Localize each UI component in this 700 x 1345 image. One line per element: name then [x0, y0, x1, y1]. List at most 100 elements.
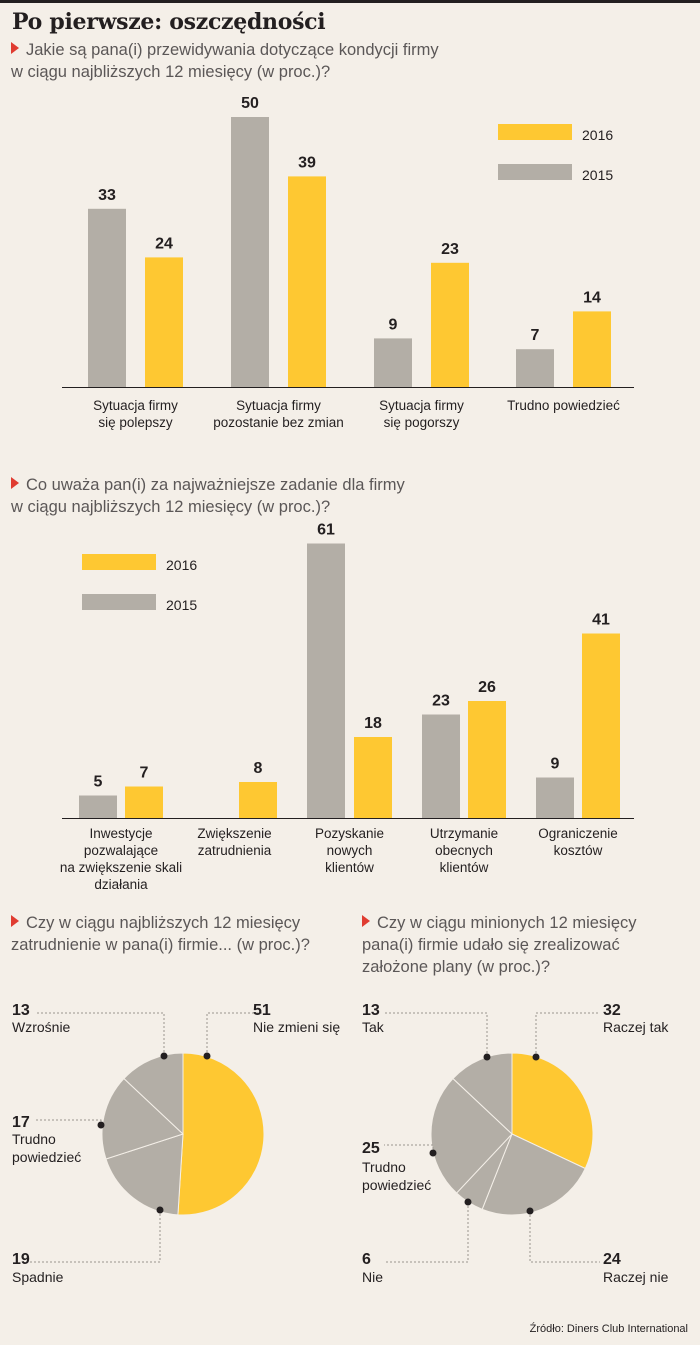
category-label: nowych: [327, 843, 373, 858]
slice-label: Trudno: [12, 1131, 56, 1147]
category-label: się pogorszy: [384, 415, 460, 430]
leader-line: [30, 1210, 161, 1263]
triangle-marker-icon: [11, 915, 19, 927]
data-label-2016: 26: [478, 679, 496, 696]
slice-label: Trudno: [362, 1159, 406, 1175]
data-label-2016: 24: [155, 235, 173, 252]
slice-label: Wzrośnie: [12, 1019, 71, 1035]
slice-label: powiedzieć: [12, 1149, 81, 1165]
category-label: Sytuacja firmy: [379, 398, 464, 413]
data-label-2016: 7: [140, 765, 149, 782]
bar-2015: [88, 208, 126, 387]
slice-label: Spadnie: [12, 1269, 64, 1285]
question-4-line-1: Czy w ciągu minionych 12 miesięcy: [377, 914, 637, 932]
category-label: obecnych: [435, 843, 493, 858]
leader-line: [384, 1012, 488, 1057]
data-label-2016: 14: [583, 289, 601, 306]
legend-swatch-2015: [82, 594, 156, 610]
triangle-marker-icon: [11, 477, 19, 489]
category-label: pozostanie bez zmian: [213, 415, 344, 430]
category-label: działania: [94, 877, 148, 892]
slice-label: Raczej tak: [603, 1019, 669, 1035]
pie-slice: [430, 1077, 513, 1194]
bar-2016: [582, 633, 620, 818]
top-rule: [0, 0, 700, 3]
data-label-2015: 23: [432, 693, 450, 710]
bar-2015: [231, 117, 269, 387]
pie-slice: [452, 1052, 513, 1136]
pie-slice: [481, 1133, 586, 1216]
leader-dot: [429, 1149, 437, 1157]
pie-slice: [123, 1052, 184, 1136]
bar-2016: [288, 176, 326, 387]
data-label-2016: 39: [298, 154, 316, 171]
leader-dot: [97, 1121, 105, 1129]
leader-dot: [203, 1052, 211, 1060]
leader-line: [384, 1202, 469, 1263]
data-label-2016: 18: [364, 715, 382, 732]
data-label-2015: 61: [317, 522, 335, 539]
pie-slice: [101, 1077, 184, 1160]
question-3-line-1: Czy w ciągu najbliższych 12 miesięcy: [26, 914, 301, 932]
question-1-line-2: w ciągu najbliższych 12 miesięcy (w proc…: [11, 63, 331, 81]
legend-swatch-2015: [498, 164, 572, 180]
category-label: Zwiększenie: [197, 826, 271, 841]
question-4: Czy w ciągu minionych 12 miesięcy pana(i…: [362, 912, 637, 978]
slice-value: 13: [362, 1002, 380, 1019]
data-label-2016: 8: [254, 760, 263, 777]
slice-value: 17: [12, 1114, 30, 1131]
slice-value: 51: [253, 1002, 271, 1019]
question-3: Czy w ciągu najbliższych 12 miesięcy zat…: [11, 912, 310, 956]
bar-2015: [536, 777, 574, 818]
slice-label: Raczej nie: [603, 1269, 669, 1285]
pie-slice: [177, 1052, 265, 1216]
bar-2015: [516, 349, 554, 387]
slice-value: 19: [12, 1251, 30, 1268]
category-label: Trudno powiedzieć: [507, 398, 620, 413]
category-label: Sytuacja firmy: [236, 398, 321, 413]
category-label: Inwestycje: [89, 826, 152, 841]
slice-value: 6: [362, 1251, 371, 1268]
category-label: zatrudnienia: [198, 843, 272, 858]
data-label-2015: 7: [531, 327, 540, 344]
bar-2015: [307, 543, 345, 818]
question-1-line-1: Jakie są pana(i) przewidywania dotyczące…: [26, 41, 439, 59]
question-4-line-2: pana(i) firmie udało się zrealizować: [362, 936, 620, 954]
question-2: Co uważa pan(i) za najważniejsze zadanie…: [11, 474, 405, 518]
data-label-2015: 9: [551, 756, 560, 773]
data-label-2015: 50: [241, 95, 259, 112]
slice-label: powiedzieć: [362, 1177, 431, 1193]
legend-label-2016: 2016: [166, 557, 197, 573]
leader-line: [36, 1012, 165, 1056]
bar-2016: [239, 782, 277, 818]
leader-line: [535, 1012, 600, 1057]
leader-line: [529, 1211, 600, 1263]
bar-2015: [422, 714, 460, 818]
category-label: Sytuacja firmy: [93, 398, 178, 413]
category-label: pozwalające: [84, 843, 158, 858]
category-label: się polepszy: [98, 415, 173, 430]
slice-value: 13: [12, 1002, 30, 1019]
slice-label: Nie zmieni się: [253, 1019, 340, 1035]
page-title: Po pierwsze: oszczędności: [12, 9, 326, 35]
bar-2016: [125, 786, 163, 818]
bar-2015: [79, 795, 117, 818]
data-label-2016: 41: [592, 612, 610, 629]
leader-dot: [483, 1053, 491, 1061]
category-label: Utrzymanie: [430, 826, 498, 841]
legend-label-2015: 2015: [166, 597, 197, 613]
slice-label: Nie: [362, 1269, 383, 1285]
category-label: kosztów: [554, 843, 603, 858]
slice-value: 32: [603, 1002, 621, 1019]
category-label: Ograniczenie: [538, 826, 618, 841]
leader-dot: [464, 1198, 472, 1206]
category-label: klientów: [440, 860, 489, 875]
legend-swatch-2016: [498, 124, 572, 140]
source-note: Źródło: Diners Club International: [529, 1323, 688, 1335]
legend-label-2015: 2015: [582, 167, 613, 183]
category-label: Pozyskanie: [315, 826, 384, 841]
leader-dot: [526, 1207, 534, 1215]
leader-dot: [156, 1206, 164, 1214]
slice-label: Tak: [362, 1019, 385, 1035]
